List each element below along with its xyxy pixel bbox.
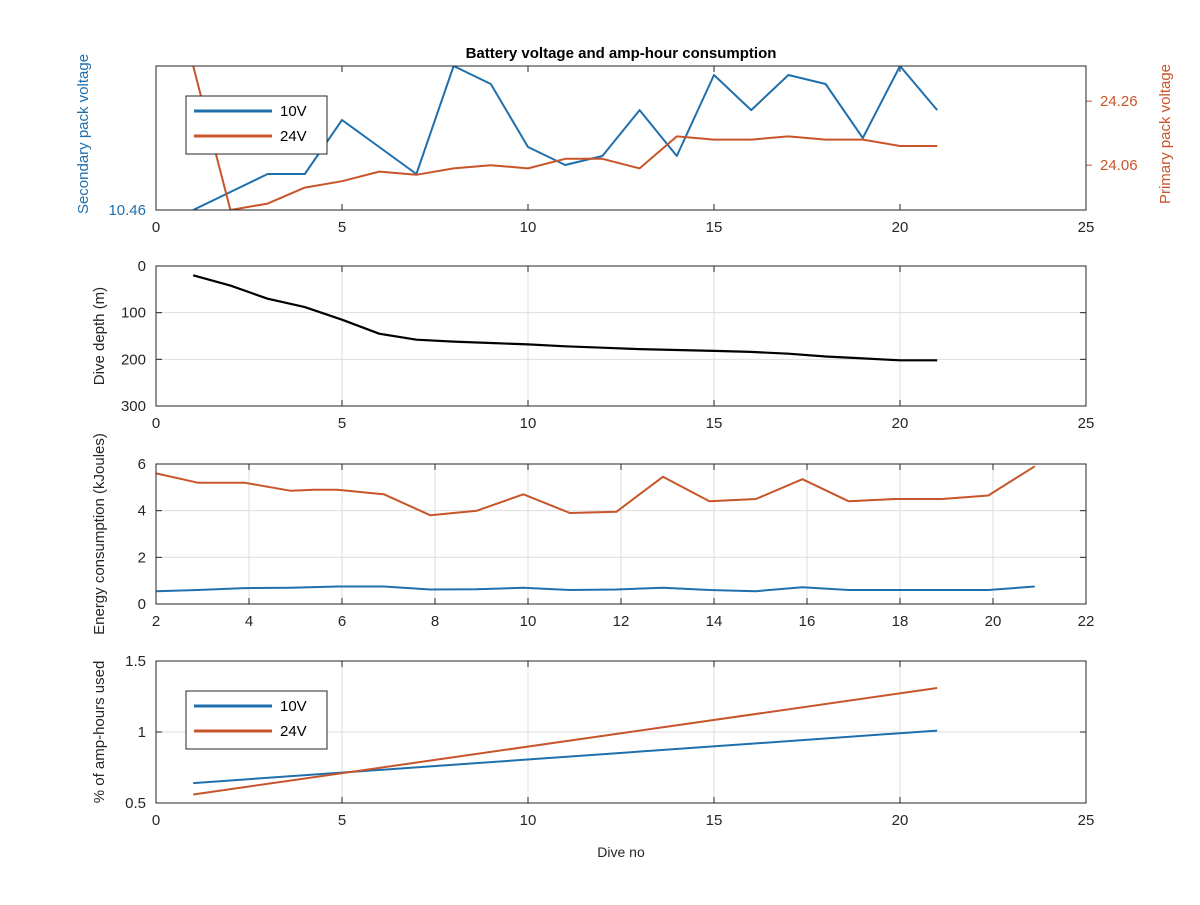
y-tick-label-right: 24.26 (1100, 93, 1138, 110)
x-tick-label: 10 (520, 613, 537, 630)
legend-label-24V: 24V (280, 128, 307, 145)
x-tick-label: 12 (613, 613, 630, 630)
legend-label-10V: 10V (280, 698, 307, 715)
legend-box (185, 95, 328, 155)
x-tick-label: 0 (152, 219, 160, 236)
y-tick-label-left: 10.46 (108, 202, 146, 219)
axes-frame (155, 463, 1087, 605)
axes-frame (155, 265, 1087, 407)
x-tick-label: 20 (985, 613, 1002, 630)
x-tick-label: 18 (892, 613, 909, 630)
panel-amphours: 0 5 10 15 20 250.511.5% of amp-hours used 10V2… (91, 653, 1094, 829)
x-tick-label: 6 (338, 613, 346, 630)
x-tick-label: 5 (338, 415, 346, 432)
y-tick-label-right: 24.06 (1100, 157, 1138, 174)
y-tick-label: 0.5 (125, 795, 146, 812)
legend-label-10V: 10V (280, 103, 307, 120)
x-tick-label: 0 (152, 812, 160, 829)
x-tick-label: 20 (892, 219, 909, 236)
y-tick-label: 100 (121, 305, 146, 322)
y-tick-label: 1.5 (125, 653, 146, 670)
series-line-depth-0 (192, 274, 938, 362)
x-tick-label: 5 (338, 812, 346, 829)
panel-voltage: 0 5 10 15 20 25 10.46 24.06 24.26 Secondary pack … (75, 54, 1174, 236)
y-tick-label: 0 (138, 258, 146, 275)
panel-depth: 0 5 10 15 20 25 0 100 200 300 Dive depth (m) (91, 258, 1094, 432)
x-tick-label: 15 (706, 415, 723, 432)
x-axis-label: Dive no (597, 844, 645, 860)
x-tick-label: 10 (520, 219, 537, 236)
x-tick-label: 10 (520, 812, 537, 829)
y-axis-label: % of amp-hours used (91, 661, 108, 804)
x-tick-label: 20 (892, 812, 909, 829)
y-tick-label: 6 (138, 456, 146, 473)
x-tick-label: 5 (338, 219, 346, 236)
plot-area (156, 266, 1086, 406)
y-tick-label: 200 (121, 351, 146, 368)
y-axis-label-left: Secondary pack voltage (75, 54, 92, 214)
y-axis-label: Dive depth (m) (91, 287, 108, 385)
axes-frame (155, 65, 1087, 211)
series-line-energy-1 (156, 585, 1035, 593)
legend-label-24V: 24V (280, 723, 307, 740)
y-tick-label: 300 (121, 398, 146, 415)
series-line-10V (192, 66, 938, 210)
y-axis-label: Energy consumption (kJoules) (91, 433, 108, 635)
x-tick-label: 20 (892, 415, 909, 432)
series-line-10V (193, 729, 938, 785)
x-tick-label: 2 (152, 613, 160, 630)
y-tick-label: 4 (138, 503, 146, 520)
x-tick-label: 22 (1078, 613, 1095, 630)
y-axis-label-right: Primary pack voltage (1157, 64, 1174, 204)
series-line-24V (193, 687, 938, 796)
y-tick-label: 0 (138, 596, 146, 613)
x-tick-label: 25 (1078, 812, 1095, 829)
legend-box (185, 690, 328, 750)
x-tick-label: 8 (431, 613, 439, 630)
y-tick-label: 1 (138, 724, 146, 741)
x-tick-label: 10 (520, 415, 537, 432)
y-tick-label: 2 (138, 549, 146, 566)
x-tick-label: 16 (799, 613, 816, 630)
x-tick-label: 14 (706, 613, 723, 630)
x-tick-label: 25 (1078, 415, 1095, 432)
x-tick-label: 0 (152, 415, 160, 432)
series-line-energy-0 (156, 465, 1036, 517)
series-line-24V (192, 66, 938, 210)
x-tick-label: 15 (706, 219, 723, 236)
x-tick-label: 25 (1078, 219, 1095, 236)
x-tick-label: 4 (245, 613, 253, 630)
axes-frame (155, 660, 1087, 804)
x-tick-label: 15 (706, 812, 723, 829)
chart-title: Battery voltage and amp-hour consumption (466, 45, 777, 62)
